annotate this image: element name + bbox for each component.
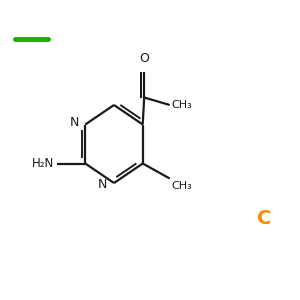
Text: C: C [257, 209, 271, 229]
Text: O: O [139, 52, 149, 65]
Text: N: N [69, 116, 79, 130]
Text: H₂N: H₂N [32, 157, 54, 170]
Text: N: N [98, 178, 107, 191]
Text: CH₃: CH₃ [171, 100, 192, 110]
Text: CH₃: CH₃ [171, 181, 192, 191]
